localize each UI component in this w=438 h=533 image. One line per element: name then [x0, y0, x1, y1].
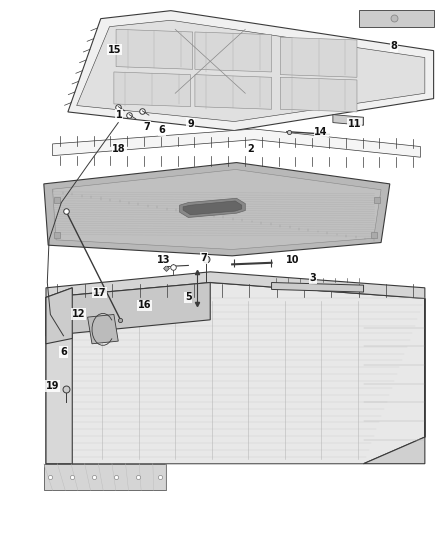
Polygon shape: [280, 77, 357, 112]
Text: 15: 15: [108, 45, 121, 54]
Text: 2: 2: [247, 144, 254, 154]
Text: 5: 5: [185, 293, 192, 302]
Polygon shape: [53, 129, 420, 157]
Polygon shape: [280, 37, 357, 77]
Polygon shape: [272, 282, 364, 292]
Text: 10: 10: [286, 255, 299, 264]
Polygon shape: [46, 288, 72, 464]
Polygon shape: [195, 32, 272, 72]
Polygon shape: [77, 20, 425, 122]
Text: 3: 3: [310, 273, 317, 283]
Polygon shape: [46, 272, 425, 298]
Text: 13: 13: [157, 255, 170, 265]
Polygon shape: [114, 72, 191, 107]
Text: 8: 8: [391, 42, 398, 51]
Text: 19: 19: [46, 381, 59, 391]
Polygon shape: [180, 198, 245, 217]
Polygon shape: [46, 282, 425, 464]
Polygon shape: [53, 169, 381, 249]
Polygon shape: [46, 288, 72, 344]
Polygon shape: [359, 10, 434, 27]
Text: 9: 9: [187, 119, 194, 128]
Polygon shape: [68, 11, 434, 131]
Polygon shape: [364, 298, 425, 464]
Text: 7: 7: [200, 253, 207, 263]
Polygon shape: [46, 282, 210, 336]
Polygon shape: [44, 464, 166, 490]
Text: 6: 6: [159, 125, 166, 135]
Text: 12: 12: [72, 309, 85, 319]
Text: 14: 14: [314, 127, 328, 136]
Text: 16: 16: [138, 301, 151, 310]
Text: 7: 7: [143, 122, 150, 132]
Text: 11: 11: [348, 119, 361, 129]
Polygon shape: [183, 201, 242, 215]
Text: 1: 1: [116, 110, 123, 119]
Polygon shape: [116, 29, 193, 69]
Polygon shape: [195, 75, 272, 109]
Text: 18: 18: [112, 144, 126, 154]
Polygon shape: [333, 115, 364, 125]
Text: 17: 17: [93, 288, 106, 297]
Polygon shape: [44, 163, 390, 256]
Polygon shape: [88, 314, 118, 344]
Text: 6: 6: [60, 347, 67, 357]
